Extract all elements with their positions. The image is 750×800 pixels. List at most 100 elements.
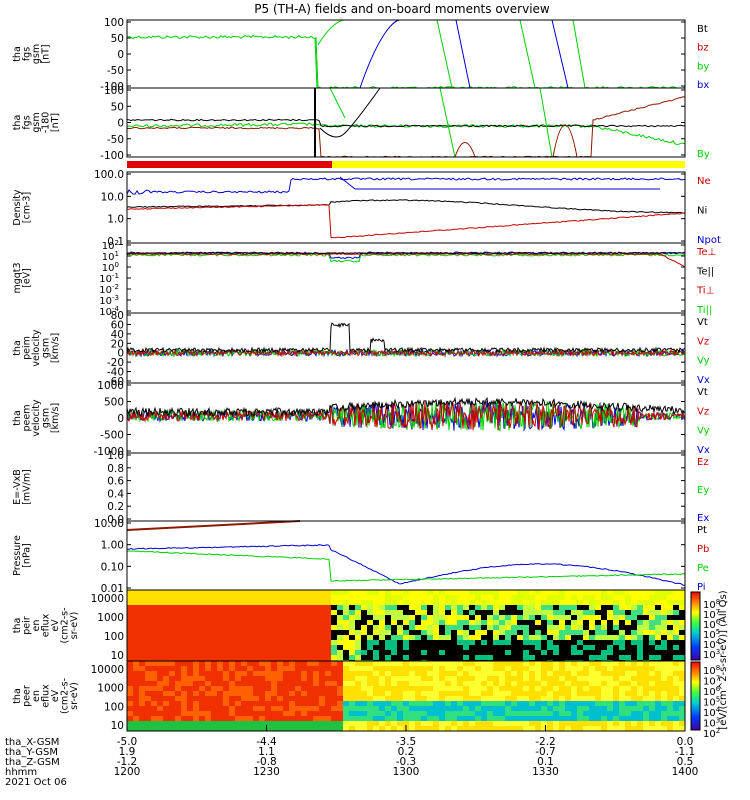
spectrogram-cell	[643, 671, 649, 676]
spectrogram-cell	[313, 726, 319, 731]
spectrogram-cell	[265, 625, 271, 630]
spectrogram-cell	[493, 655, 499, 660]
spectrogram-cell	[649, 696, 655, 701]
spectrogram-cell	[391, 681, 397, 686]
spectrogram-cell	[481, 721, 487, 726]
spectrogram-cell	[337, 681, 343, 686]
spectrogram-cell	[457, 655, 463, 660]
spectrogram-cell	[229, 620, 235, 625]
spectrogram-cell	[607, 671, 613, 676]
spectrogram-cell	[385, 620, 391, 625]
spectrogram-cell	[265, 706, 271, 711]
spectrogram-cell	[595, 726, 601, 731]
spectrogram-cell	[241, 701, 247, 706]
spectrogram-cell	[289, 676, 295, 681]
spectrogram-cell	[559, 671, 565, 676]
spectrogram-cell	[505, 620, 511, 625]
spectrogram-cell	[679, 635, 685, 640]
spectrogram-cell	[319, 671, 325, 676]
spectrogram-cell	[607, 625, 613, 630]
spectrogram-cell	[643, 676, 649, 681]
spectrogram-cell	[547, 630, 553, 635]
y-tick-label: 100	[104, 631, 124, 643]
spectrogram-cell	[505, 691, 511, 696]
spectrogram-cell	[607, 701, 613, 706]
spectrogram-cell	[223, 676, 229, 681]
spectrogram-cell	[589, 706, 595, 711]
spectrogram-cell	[493, 625, 499, 630]
x-tick-label: -0.7	[535, 746, 556, 758]
x-tick-label: 1200	[114, 766, 141, 778]
spectrogram-cell	[637, 615, 643, 620]
spectrogram-cell	[361, 716, 367, 721]
spectrogram-cell	[277, 716, 283, 721]
spectrogram-cell	[331, 661, 337, 666]
spectrogram-cell	[373, 701, 379, 706]
spectrogram-cell	[547, 671, 553, 676]
spectrogram-cell	[319, 625, 325, 630]
spectrogram-cell	[343, 625, 349, 630]
spectrogram-cell	[151, 686, 157, 691]
spectrogram-cell	[277, 655, 283, 660]
spectrogram-cell	[529, 635, 535, 640]
spectrogram-cell	[445, 706, 451, 711]
spectrogram-cell	[637, 706, 643, 711]
spectrogram-cell	[289, 655, 295, 660]
spectrogram-cell	[451, 625, 457, 630]
spectrogram-cell	[367, 726, 373, 731]
spectrogram-cell	[553, 620, 559, 625]
spectrogram-cell	[433, 620, 439, 625]
spectrogram-cell	[223, 666, 229, 671]
spectrogram-cell	[379, 620, 385, 625]
spectrogram-cell	[571, 711, 577, 716]
spectrogram-cell	[499, 645, 505, 650]
spectrogram-cell	[463, 600, 469, 605]
spectrogram-cell	[475, 676, 481, 681]
spectrogram-cell	[163, 630, 169, 635]
spectrogram-cell	[127, 620, 133, 625]
spectrogram-cell	[361, 600, 367, 605]
spectrogram-cell	[199, 681, 205, 686]
spectrogram-cell	[349, 691, 355, 696]
spectrogram-cell	[469, 640, 475, 645]
spectrogram-cell	[427, 595, 433, 600]
spectrogram-cell	[133, 691, 139, 696]
spectrogram-cell	[463, 706, 469, 711]
y-tick-label: 40	[111, 329, 124, 341]
spectrogram-cell	[307, 590, 313, 595]
spectrogram-cell	[271, 630, 277, 635]
colorbar-tick: 103	[703, 717, 720, 730]
spectrogram-cell	[295, 595, 301, 600]
spectrogram-cell	[277, 686, 283, 691]
x-tick-label: -2.2	[535, 736, 556, 748]
spectrogram-cell	[283, 630, 289, 635]
spectrogram-cell	[493, 590, 499, 595]
spectrogram-cell	[643, 691, 649, 696]
spectrogram-cell	[661, 666, 667, 671]
spectrogram-cell	[481, 630, 487, 635]
spectrogram-cell	[649, 600, 655, 605]
panel-frame	[126, 87, 686, 158]
spectrogram-cell	[577, 640, 583, 645]
spectrogram-cell	[421, 590, 427, 595]
spectrogram-cell	[571, 655, 577, 660]
spectrogram-cell	[421, 640, 427, 645]
spectrogram-cell	[199, 590, 205, 595]
spectrogram-cell	[403, 630, 409, 635]
spectrogram-cell	[421, 620, 427, 625]
spectrogram-cell	[535, 605, 541, 610]
spectrogram-cell	[643, 620, 649, 625]
spectrogram-cell	[133, 696, 139, 701]
spectrogram-cell	[505, 721, 511, 726]
spectrogram-cell	[313, 590, 319, 595]
spectrogram-cell	[547, 625, 553, 630]
y-tick-label: 100	[104, 85, 124, 97]
spectrogram-cell	[535, 686, 541, 691]
spectrogram-cell	[259, 600, 265, 605]
spectrogram-cell	[547, 615, 553, 620]
x-row-label: tha_X-GSM	[5, 737, 59, 748]
spectrogram-cell	[379, 676, 385, 681]
spectrogram-cell	[205, 686, 211, 691]
spectrogram-cell	[199, 671, 205, 676]
y-tick-label: 50	[111, 101, 124, 113]
